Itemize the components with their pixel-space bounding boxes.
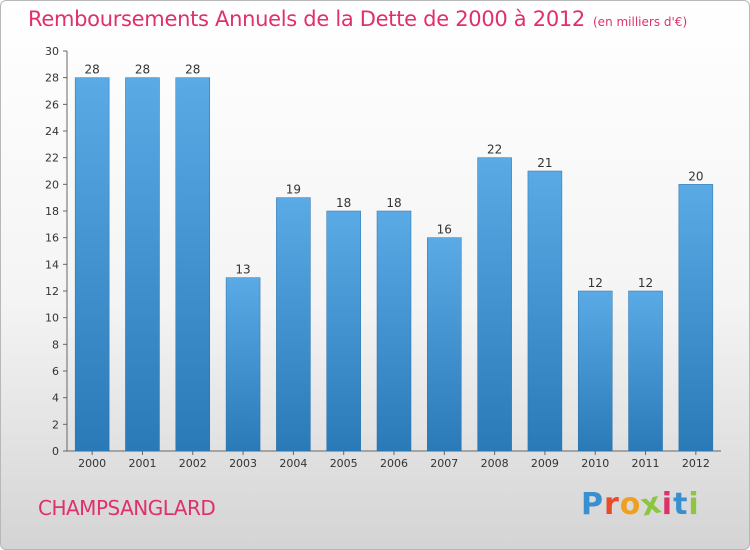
- data-label-2005: 18: [336, 196, 351, 210]
- bar-2012: [678, 184, 714, 452]
- y-tick-label: 20: [45, 178, 59, 191]
- data-label-2002: 28: [185, 63, 200, 77]
- x-tick-label-2012: 2012: [682, 457, 710, 470]
- data-label-2001: 28: [135, 63, 150, 77]
- y-tick-label: 10: [45, 312, 59, 325]
- y-tick-label: 8: [52, 338, 59, 351]
- proxiti-logo: Proxiti: [581, 485, 700, 523]
- logo-letter: o: [619, 487, 642, 522]
- logo-letter: t: [673, 487, 689, 522]
- bar-2001: [125, 77, 160, 452]
- bar-2009: [527, 170, 563, 452]
- y-tick-label: 18: [45, 205, 59, 218]
- x-tick-label-2006: 2006: [380, 457, 408, 470]
- x-tick-label-2000: 2000: [78, 457, 106, 470]
- chart-title: Remboursements Annuels de la Dette de 20…: [28, 7, 687, 31]
- y-tick-label: 26: [45, 98, 59, 111]
- bar-2003: [225, 277, 261, 452]
- y-tick-label: 30: [45, 45, 59, 58]
- y-tick-label: 2: [52, 418, 59, 431]
- x-tick-label-2008: 2008: [481, 457, 509, 470]
- chart-title-text: Remboursements Annuels de la Dette de 20…: [28, 7, 585, 31]
- bar-2007: [427, 237, 462, 452]
- bar-2011: [628, 290, 663, 452]
- bar-2000: [74, 77, 110, 452]
- y-tick-label: 6: [52, 365, 59, 378]
- data-label-2012: 20: [688, 169, 703, 183]
- bars: [74, 77, 714, 452]
- bar-2006: [376, 210, 412, 452]
- x-tick-label-2005: 2005: [330, 457, 358, 470]
- bar-2010: [577, 290, 613, 452]
- logo-letter: i: [688, 487, 700, 522]
- x-tick-label-2001: 2001: [128, 457, 156, 470]
- y-tick-label: 22: [45, 152, 59, 165]
- y-tick-label: 14: [45, 258, 59, 271]
- x-tick-label-2003: 2003: [229, 457, 257, 470]
- x-tick-label-2009: 2009: [531, 457, 559, 470]
- x-tick-label-2002: 2002: [179, 457, 207, 470]
- data-labels: 28 28 28 13 19 18 18 16 22 21 12 12 20: [85, 63, 704, 290]
- bar-2005: [326, 210, 361, 452]
- logo-letter: r: [604, 487, 620, 522]
- data-label-2003: 13: [235, 263, 250, 277]
- data-label-2007: 16: [437, 223, 452, 237]
- data-label-2011: 12: [638, 276, 653, 290]
- x-tick-label-2004: 2004: [279, 457, 307, 470]
- bar-2002: [175, 77, 211, 452]
- chart-units: (en milliers d'€): [593, 15, 688, 29]
- y-tick-label: 28: [45, 72, 59, 85]
- commune-name: CHAMPSANGLARD: [38, 496, 216, 520]
- y-tick-label: 0: [52, 445, 59, 458]
- y-tick-label: 12: [45, 285, 59, 298]
- x-tick-label-2010: 2010: [581, 457, 609, 470]
- data-label-2008: 22: [487, 143, 502, 157]
- data-label-2009: 21: [537, 156, 552, 170]
- data-label-2010: 12: [588, 276, 603, 290]
- bar-2004: [276, 197, 311, 452]
- x-tick-label-2011: 2011: [632, 457, 660, 470]
- data-label-2006: 18: [386, 196, 401, 210]
- bar-2008: [477, 157, 512, 452]
- y-tick-label: 4: [52, 392, 59, 405]
- x-tick-label-2007: 2007: [430, 457, 458, 470]
- logo-letter: P: [581, 487, 604, 522]
- data-label-2004: 19: [286, 183, 301, 197]
- data-label-2000: 28: [85, 63, 100, 77]
- logo-letter: i: [661, 487, 674, 522]
- y-tick-label: 16: [45, 232, 59, 245]
- y-tick-label: 24: [45, 125, 59, 138]
